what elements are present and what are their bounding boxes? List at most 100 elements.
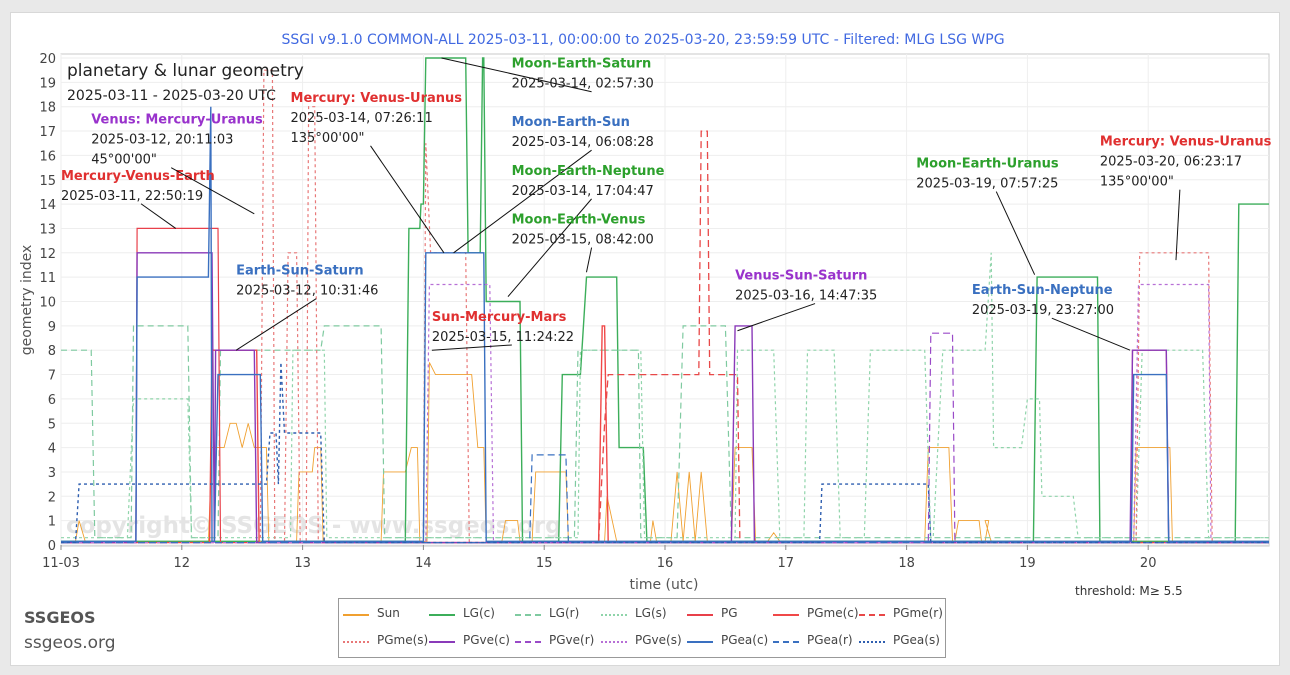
- annotation-leader: [507, 198, 592, 297]
- annotation-leader: [1051, 317, 1131, 351]
- legend-swatch: [859, 641, 885, 643]
- annotation-text: 135°00'00": [291, 131, 365, 146]
- series-line-pgea-c-: [61, 106, 1269, 542]
- annotation-leader: [441, 57, 592, 93]
- annotation-title: Sun-Mercury-Mars: [432, 310, 567, 325]
- legend-swatch: [773, 614, 799, 616]
- x-tick-label: 13: [294, 556, 311, 571]
- y-tick-label: 8: [48, 344, 56, 359]
- annotation-title: Moon-Earth-Uranus: [916, 157, 1059, 172]
- legend-swatch: [601, 614, 627, 616]
- legend-swatch: [429, 614, 455, 616]
- x-tick-label: 15: [536, 556, 553, 571]
- legend: Sun LG(c) LG(r) LG(s) PG PGme(c) PGme(r) PGme(s…: [338, 598, 946, 658]
- legend-label: LG(r): [549, 606, 580, 620]
- annotation-leader: [995, 191, 1036, 275]
- annotation-text: 2025-03-14, 07:26:11: [291, 111, 433, 126]
- annotation-text: 2025-03-15, 08:42:00: [512, 233, 654, 248]
- legend-swatch: [429, 641, 455, 643]
- series-line-lg-c-: [61, 57, 1269, 542]
- legend-swatch: [515, 641, 541, 643]
- legend-swatch: [515, 614, 541, 616]
- annotation-title: Venus-Sun-Saturn: [735, 269, 867, 284]
- y-tick-label: 2: [48, 490, 56, 505]
- annotation-layer: Mercury-Venus-Earth 2025-03-11, 22:50:19 V…: [61, 57, 1272, 351]
- watermark: copyright© SSGEOS - www.ssgeos.org: [66, 513, 562, 539]
- legend-label: LG(s): [635, 606, 667, 620]
- annotation-title: Moon-Earth-Sun: [512, 115, 630, 130]
- annotation-leader: [235, 298, 317, 351]
- y-tick-label: 18: [39, 101, 56, 116]
- x-tick-label: 19: [1019, 556, 1036, 571]
- annotation-leader: [431, 344, 512, 351]
- legend-label: PGve(s): [635, 633, 682, 647]
- annotation-text: 2025-03-19, 07:57:25: [916, 177, 1058, 192]
- y-tick-label: 20: [39, 52, 56, 67]
- legend-label: LG(c): [463, 606, 495, 620]
- brand-url: ssgeos.org: [24, 633, 116, 653]
- y-tick-label: 9: [48, 320, 56, 335]
- y-tick-label: 7: [48, 369, 56, 384]
- annotation-leader: [453, 149, 592, 254]
- y-tick-label: 4: [48, 442, 56, 457]
- brand-name: SSGEOS: [24, 608, 96, 627]
- x-tick-label: 16: [657, 556, 674, 571]
- y-tick-label: 10: [39, 296, 56, 311]
- chart-title: SSGI v9.1.0 COMMON-ALL 2025-03-11, 00:00…: [281, 32, 1004, 48]
- annotation-leader: [585, 247, 593, 273]
- annotation-title: Venus: Mercury-Uranus: [91, 113, 263, 128]
- legend-label: PGme(s): [377, 633, 429, 647]
- inner-subtitle: 2025-03-11 - 2025-03-20 UTC: [67, 88, 276, 104]
- y-tick-label: 5: [48, 417, 56, 432]
- annotation-text: 2025-03-20, 06:23:17: [1100, 155, 1242, 170]
- legend-swatch: [343, 641, 369, 643]
- legend-label: PGme(c): [807, 606, 859, 620]
- annotation-title: Moon-Earth-Saturn: [512, 57, 652, 72]
- series-line-lg-r-: [61, 325, 1269, 539]
- series-line-pgme-s-: [61, 69, 1269, 544]
- x-tick-label: 17: [778, 556, 795, 571]
- y-tick-label: 6: [48, 393, 56, 408]
- legend-swatch: [687, 614, 713, 616]
- x-tick-label: 12: [174, 556, 191, 571]
- x-axis-label: time (utc): [629, 577, 698, 593]
- x-tick-label: 18: [898, 556, 915, 571]
- legend-label: PGea(r): [807, 633, 853, 647]
- legend-swatch: [343, 614, 369, 616]
- annotation-title: Earth-Sun-Neptune: [972, 283, 1113, 298]
- threshold-label: threshold: M≥ 5.5: [1075, 584, 1183, 598]
- series-line-pgme-r-: [61, 130, 1269, 544]
- legend-swatch: [773, 641, 799, 643]
- legend-label: PGme(r): [893, 606, 943, 620]
- series-layer: [61, 57, 1269, 544]
- annotation-text: 135°00'00": [1100, 175, 1174, 190]
- legend-label: PG: [721, 606, 738, 620]
- x-tick-label: 20: [1140, 556, 1157, 571]
- annotation-text: 2025-03-12, 20:11:03: [91, 133, 233, 148]
- series-line-pgea-s-: [61, 362, 1269, 544]
- y-tick-label: 19: [39, 76, 56, 91]
- legend-label: PGea(c): [721, 633, 769, 647]
- legend-label: Sun: [377, 606, 400, 620]
- annotation-title: Mercury-Venus-Earth: [61, 169, 215, 184]
- annotation-text: 2025-03-16, 14:47:35: [735, 289, 877, 304]
- legend-label: PGve(c): [463, 633, 510, 647]
- x-tick-label: 14: [415, 556, 432, 571]
- annotation-text: 2025-03-14, 17:04:47: [512, 184, 654, 199]
- y-tick-label: 0: [48, 539, 56, 554]
- annotation-title: Mercury: Venus-Uranus: [291, 91, 463, 106]
- annotation-leader: [170, 167, 255, 215]
- y-tick-label: 11: [39, 271, 56, 286]
- inner-title: planetary & lunar geometry: [67, 61, 304, 81]
- grid: [60, 54, 1269, 546]
- annotation-leader: [737, 303, 816, 332]
- legend-label: PGve(r): [549, 633, 595, 647]
- legend-swatch: [687, 641, 713, 643]
- legend-swatch: [601, 641, 627, 643]
- annotation-text: 45°00'00": [91, 153, 157, 168]
- annotation-text: 2025-03-19, 23:27:00: [972, 303, 1114, 318]
- y-tick-label: 16: [39, 149, 56, 164]
- annotation-text: 2025-03-15, 11:24:22: [432, 330, 574, 345]
